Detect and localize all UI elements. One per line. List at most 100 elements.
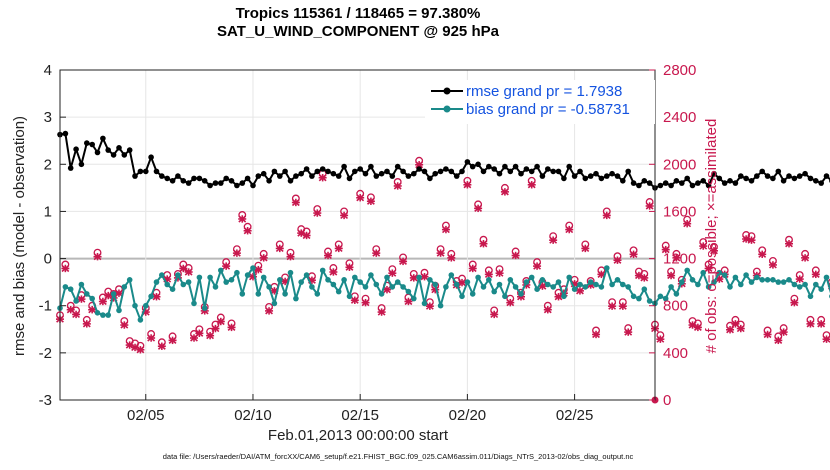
obs-assimilated-marker xyxy=(801,254,810,262)
obs-assimilated-marker xyxy=(441,225,450,234)
series-point-bias xyxy=(786,277,792,283)
series-point-bias xyxy=(550,284,556,290)
series-point-rmse xyxy=(625,168,631,175)
series-point-bias xyxy=(352,274,358,281)
series-point-rmse xyxy=(668,182,674,189)
series-point-rmse xyxy=(159,173,165,179)
series-point-bias xyxy=(180,281,187,288)
series-point-rmse xyxy=(459,168,465,175)
legend-rmse-label: rmse grand pr = 1.7938 xyxy=(466,83,622,100)
obs-assimilated-marker xyxy=(350,296,359,304)
x-tick-label: 02/25 xyxy=(556,407,594,424)
series-point-bias xyxy=(764,277,771,283)
series-point-rmse xyxy=(357,166,364,172)
series-point-rmse xyxy=(775,168,782,175)
obs-assimilated-marker xyxy=(656,335,665,343)
series-point-rmse xyxy=(228,178,235,184)
series-point-bias xyxy=(448,272,455,278)
series-point-bias xyxy=(411,295,417,302)
series-point-rmse xyxy=(539,173,546,179)
series-point-bias xyxy=(534,286,540,293)
series-point-rmse xyxy=(545,166,551,172)
obs-assimilated-marker xyxy=(699,242,708,250)
x-tick-label: 02/15 xyxy=(341,407,379,424)
series-point-rmse xyxy=(464,159,471,165)
series-point-rmse xyxy=(405,173,412,179)
series-point-rmse xyxy=(346,175,353,182)
obs-assimilated-marker xyxy=(575,287,584,295)
obs-assimilated-marker xyxy=(222,262,231,270)
series-point-rmse xyxy=(791,175,798,182)
series-point-bias xyxy=(84,291,90,297)
obs-assimilated-marker xyxy=(795,275,804,283)
series-point-rmse xyxy=(368,163,374,170)
series-point-bias xyxy=(89,295,95,302)
series-point-bias xyxy=(78,281,85,288)
series-point-bias xyxy=(614,277,621,283)
obs-assimilated-marker xyxy=(195,329,204,337)
series-point-bias xyxy=(754,274,760,281)
series-point-bias xyxy=(368,272,374,278)
axes: -3 -2 -1 0 1 2 3 4 0 400 800 1200 1600 2000 2400 2800 02… xyxy=(39,62,697,424)
series-point-rmse xyxy=(796,173,803,179)
series-point-bias xyxy=(604,265,610,271)
series-point-rmse xyxy=(73,146,79,152)
series-point-bias xyxy=(218,267,224,274)
series-point-rmse xyxy=(110,152,117,158)
series-point-bias xyxy=(207,274,213,281)
series-point-bias xyxy=(121,284,128,290)
series-point-rmse xyxy=(550,168,556,175)
series-point-rmse xyxy=(67,165,74,171)
obs-assimilated-marker xyxy=(468,264,477,273)
series-point-bias xyxy=(679,279,685,285)
series-point-rmse xyxy=(266,178,272,184)
series-point-rmse xyxy=(153,168,160,175)
obs-assimilated-marker xyxy=(785,240,794,248)
series-point-rmse xyxy=(561,175,567,182)
series-point-bias xyxy=(362,284,369,290)
series-point-rmse xyxy=(609,170,615,177)
series-point-bias xyxy=(727,284,733,290)
series-point-bias xyxy=(94,310,101,316)
obs-assimilated-marker xyxy=(388,269,397,277)
series-point-rmse xyxy=(314,168,321,175)
series-point-rmse xyxy=(571,173,578,179)
series-point-rmse xyxy=(700,178,706,184)
series-point-rmse xyxy=(823,173,830,179)
obs-assimilated-marker xyxy=(313,209,322,217)
series-point-rmse xyxy=(389,173,396,179)
obs-assimilated-marker xyxy=(484,270,493,279)
series-point-rmse xyxy=(394,163,401,170)
obs-assimilated-marker xyxy=(629,250,638,259)
series-point-bias xyxy=(545,281,551,288)
series-point-bias xyxy=(319,267,326,274)
series-point-bias xyxy=(759,277,765,283)
series-point-rmse xyxy=(212,180,219,186)
series-point-rmse xyxy=(218,180,224,186)
obs-assimilated-marker xyxy=(77,295,86,303)
series-point-rmse xyxy=(362,170,369,177)
obs-assimilated-marker xyxy=(93,252,102,261)
series-point-rmse xyxy=(604,173,610,179)
series-point-rmse xyxy=(143,168,149,175)
series-point-bias xyxy=(716,269,723,276)
series-point-bias xyxy=(496,281,503,288)
series-point-bias xyxy=(196,274,203,281)
obs-assimilated-marker xyxy=(543,306,552,314)
series-point-rmse xyxy=(132,173,138,179)
y-tick-label: -3 xyxy=(39,392,52,409)
series-point-bias xyxy=(668,284,674,290)
y-right-tick-label: 2800 xyxy=(663,62,696,79)
series-point-bias xyxy=(593,281,599,288)
y-right-tick-label: 1600 xyxy=(663,203,696,220)
series-point-bias xyxy=(73,298,79,304)
series-point-bias xyxy=(373,281,380,288)
series-point-bias xyxy=(309,284,315,290)
series-point-bias xyxy=(743,272,749,278)
obs-assimilated-marker xyxy=(817,320,826,328)
series-point-rmse xyxy=(662,180,669,186)
series-point-bias xyxy=(421,300,428,307)
obs-assimilated-marker xyxy=(227,323,236,332)
obs-assimilated-marker xyxy=(147,334,156,342)
